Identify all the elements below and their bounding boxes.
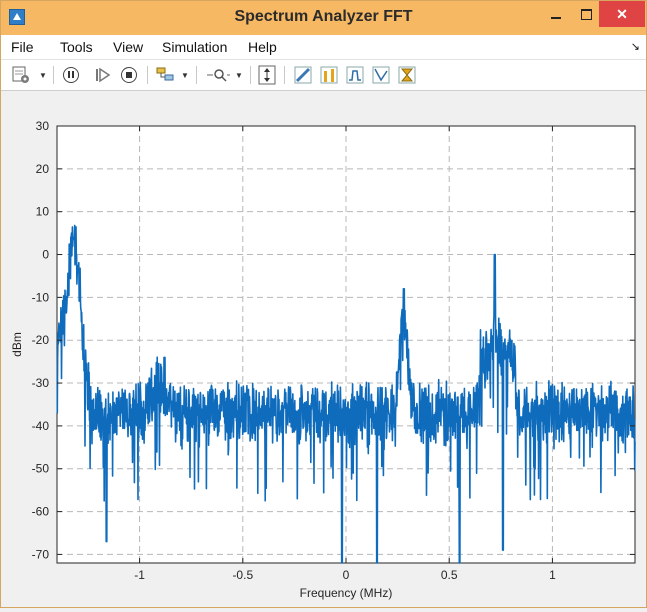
- toolbar-separator: [250, 66, 251, 84]
- close-icon: ✕: [616, 5, 628, 22]
- zoom-icon: [207, 69, 230, 82]
- peak-finder-icon: [320, 66, 338, 84]
- close-button[interactable]: ✕: [599, 1, 645, 27]
- measurement-button[interactable]: [293, 65, 313, 85]
- channel-measurement-icon: [346, 66, 364, 84]
- matlab-app-icon: [9, 9, 25, 25]
- zoom-dropdown-icon[interactable]: ▼: [235, 71, 243, 80]
- zoom-button[interactable]: [205, 65, 231, 85]
- toolbar: ▼ ▼: [1, 60, 646, 91]
- menu-simulation[interactable]: Simulation: [162, 39, 228, 55]
- toolbar-separator: [53, 66, 54, 84]
- x-tick-label: -1: [134, 568, 145, 582]
- minimize-button[interactable]: [541, 1, 571, 27]
- settings-button[interactable]: [11, 65, 31, 85]
- settings-icon: [12, 66, 29, 83]
- y-tick-label: 0: [42, 248, 49, 262]
- maximize-button[interactable]: [571, 1, 601, 27]
- x-tick-label: 0.5: [441, 568, 458, 582]
- toolbar-separator: [284, 66, 285, 84]
- distortion-icon: [372, 66, 390, 84]
- y-axis-label: dBm: [10, 332, 24, 357]
- stop-icon: [121, 67, 137, 83]
- spectrum-chart[interactable]: -1 -0.5 0 0.5 13020100-10-20-30-40-50-60-70 …: [1, 91, 646, 607]
- ccdf-icon: [398, 66, 416, 84]
- distortion-button[interactable]: [371, 65, 391, 85]
- peak-finder-button[interactable]: [319, 65, 339, 85]
- y-tick-label: 20: [36, 162, 50, 176]
- highlight-signal-button[interactable]: [155, 65, 177, 85]
- window-title: Spectrum Analyzer FFT: [234, 8, 413, 25]
- autoscale-button[interactable]: [257, 65, 277, 85]
- y-tick-label: -60: [32, 505, 50, 519]
- menu-view[interactable]: View: [113, 39, 144, 55]
- highlight-dropdown-icon[interactable]: ▼: [181, 71, 189, 80]
- y-tick-label: -20: [32, 333, 50, 347]
- settings-dropdown-icon[interactable]: ▼: [39, 71, 47, 80]
- x-tick-label: 0: [343, 568, 350, 582]
- pause-icon: [63, 67, 79, 83]
- minimize-icon: [551, 17, 561, 19]
- stop-button[interactable]: [121, 65, 141, 85]
- maximize-icon: [580, 8, 592, 20]
- menu-overflow-icon[interactable]: ↘: [630, 41, 640, 53]
- y-tick-label: -40: [32, 419, 50, 433]
- spectrum-trace: [56, 224, 636, 564]
- axis-ticks: -1 -0.5 0 0.5 1 30 20 10 0 -10 -20 -30 -40 -50 -60 -70: [32, 119, 635, 582]
- autoscale-icon: [258, 65, 276, 85]
- y-tick-label: -10: [32, 290, 50, 304]
- menu-bar: File Tools View Simulation Help ↘: [1, 35, 646, 60]
- measurement-icon: [294, 66, 312, 84]
- y-tick-label: 30: [36, 119, 50, 133]
- y-tick-label: -30: [32, 376, 50, 390]
- y-tick-label: -50: [32, 462, 50, 476]
- x-tick-label: -0.5: [232, 568, 253, 582]
- menu-file[interactable]: File: [11, 39, 34, 55]
- channel-measurement-button[interactable]: [345, 65, 365, 85]
- x-tick-label: 1: [549, 568, 556, 582]
- y-tick-label: 10: [36, 205, 50, 219]
- ccdf-button[interactable]: [397, 65, 417, 85]
- menu-help[interactable]: Help: [248, 39, 277, 55]
- step-forward-icon: [96, 67, 111, 83]
- toolbar-separator: [147, 66, 148, 84]
- title-bar[interactable]: Spectrum Analyzer FFT ✕: [1, 1, 646, 35]
- x-axis-label: Frequency (MHz): [300, 586, 393, 600]
- toolbar-separator: [196, 66, 197, 84]
- highlight-signal-icon: [156, 67, 174, 81]
- pause-button[interactable]: [63, 65, 83, 85]
- spectrum-line: [56, 224, 636, 564]
- plot-area: -1 -0.5 0 0.5 1 30 20 10 0 -10 -20 -30 -40 -50 -60 -70 …: [1, 91, 646, 607]
- y-tick-label: -70: [32, 547, 50, 561]
- menu-tools[interactable]: Tools: [60, 39, 93, 55]
- step-forward-button[interactable]: [93, 65, 113, 85]
